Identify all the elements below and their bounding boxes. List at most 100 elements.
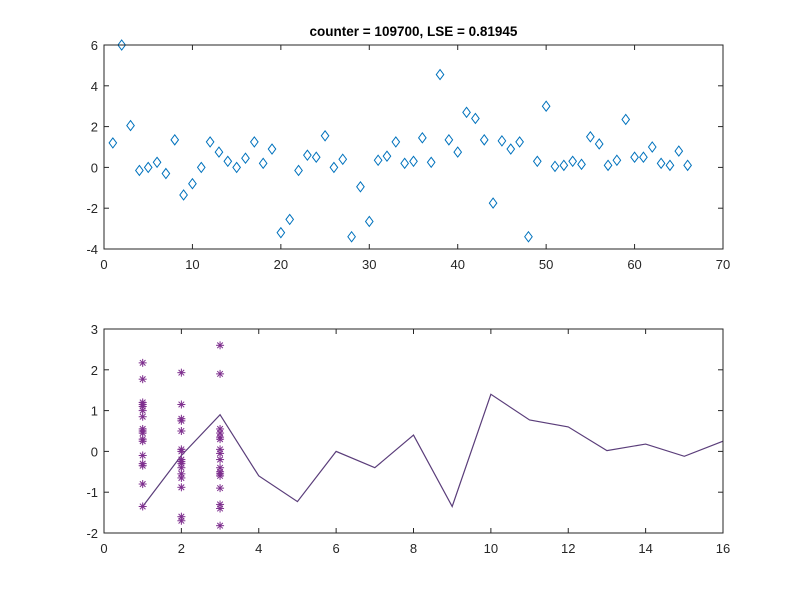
x-tick-label: 2	[178, 541, 185, 556]
y-tick-label: 6	[91, 38, 98, 53]
diamond-marker	[435, 68, 445, 81]
diamond-marker	[630, 151, 639, 164]
diamond-marker	[683, 159, 693, 172]
asterisk-marker	[216, 471, 225, 480]
x-tick-label: 12	[561, 541, 575, 556]
y-tick-label: -1	[86, 485, 98, 500]
diamond-marker	[223, 155, 233, 168]
diamond-marker	[453, 146, 463, 158]
asterisk-marker	[177, 516, 186, 525]
diamond-marker	[364, 215, 374, 228]
x-tick-label: 10	[185, 257, 199, 272]
diamond-marker	[320, 129, 330, 142]
y-tick-label: 3	[91, 322, 98, 337]
diamond-marker	[303, 149, 312, 161]
diamond-marker	[161, 167, 171, 180]
asterisk-marker	[216, 521, 225, 530]
diamond-marker	[356, 180, 365, 193]
diamond-marker	[506, 143, 516, 155]
diamond-marker	[214, 146, 224, 158]
y-tick-label: -4	[86, 242, 98, 257]
bottom-series	[138, 341, 724, 530]
diamond-marker	[258, 157, 268, 170]
asterisk-marker	[216, 449, 225, 458]
diamond-marker	[196, 161, 206, 174]
diamond-marker	[170, 134, 180, 146]
diamond-marker	[373, 154, 383, 167]
diamond-marker	[294, 164, 303, 177]
top-axes-title: counter = 109700, LSE = 0.81945	[310, 24, 518, 39]
diamond-marker	[329, 161, 339, 174]
asterisk-marker	[177, 447, 186, 456]
x-tick-label: 10	[484, 541, 498, 556]
x-tick-label: 70	[716, 257, 730, 272]
diamond-marker	[444, 134, 454, 146]
diamond-marker	[612, 154, 622, 167]
diamond-marker	[603, 159, 613, 172]
top-scatter-series	[108, 39, 693, 243]
diamond-marker	[267, 143, 277, 155]
x-tick-label: 50	[539, 257, 553, 272]
diamond-marker	[311, 151, 321, 164]
y-tick-label: 0	[91, 444, 98, 459]
diamond-marker	[568, 155, 578, 168]
top-axes-ticks: 0 10 20 30 40 50 60 70 -4 -2 0 2 4 6	[86, 38, 730, 272]
diamond-marker	[621, 113, 631, 126]
diamond-marker	[134, 164, 144, 177]
asterisk-marker	[177, 416, 186, 425]
asterisk-marker	[138, 375, 147, 384]
diamond-marker	[585, 130, 595, 143]
asterisk-marker	[177, 483, 186, 492]
diamond-marker	[471, 112, 480, 125]
diamond-marker	[594, 138, 604, 150]
diamond-marker	[426, 156, 436, 169]
asterisk-marker	[177, 400, 186, 409]
diamond-marker	[338, 153, 348, 166]
diamond-marker	[497, 135, 507, 147]
asterisk-marker	[216, 369, 225, 378]
diamond-marker	[400, 157, 410, 170]
asterisk-marker	[138, 358, 147, 367]
diamond-marker	[108, 137, 118, 149]
diamond-marker	[656, 157, 666, 170]
diamond-marker	[577, 158, 586, 171]
diamond-marker	[179, 189, 188, 201]
diamond-marker	[143, 161, 153, 174]
x-tick-label: 0	[100, 257, 107, 272]
x-tick-label: 6	[333, 541, 340, 556]
plot-area-border	[103, 44, 724, 250]
diamond-marker	[205, 136, 215, 148]
diamond-marker	[382, 150, 392, 163]
asterisk-marker	[177, 368, 186, 377]
x-tick-label: 16	[716, 541, 730, 556]
asterisk-marker	[216, 341, 225, 350]
x-tick-label: 8	[410, 541, 417, 556]
asterisk-marker	[138, 429, 147, 438]
diamond-marker	[188, 177, 197, 190]
diamond-marker	[462, 106, 471, 119]
x-tick-label: 14	[638, 541, 652, 556]
diamond-marker	[232, 161, 242, 174]
y-tick-label: 4	[91, 79, 98, 94]
diamond-marker	[550, 160, 560, 173]
asterisk-marker	[216, 435, 225, 444]
diamond-marker	[674, 145, 684, 157]
asterisk-marker	[177, 473, 186, 482]
diamond-marker	[532, 155, 542, 168]
y-tick-label: 0	[91, 160, 98, 175]
asterisk-marker	[138, 480, 147, 489]
asterisk-marker	[216, 504, 225, 513]
diamond-marker	[417, 131, 427, 144]
diamond-marker	[479, 134, 489, 146]
x-tick-label: 30	[362, 257, 376, 272]
top-axes-frame	[103, 44, 724, 250]
diamond-marker	[515, 136, 524, 148]
x-tick-label: 40	[450, 257, 464, 272]
top-axes: counter = 109700, LSE = 0.81945 0 10 20 30 4…	[86, 24, 730, 272]
diamond-marker	[559, 159, 569, 172]
diamond-marker	[126, 119, 135, 132]
diamond-marker	[347, 230, 356, 243]
asterisk-marker	[216, 484, 225, 493]
